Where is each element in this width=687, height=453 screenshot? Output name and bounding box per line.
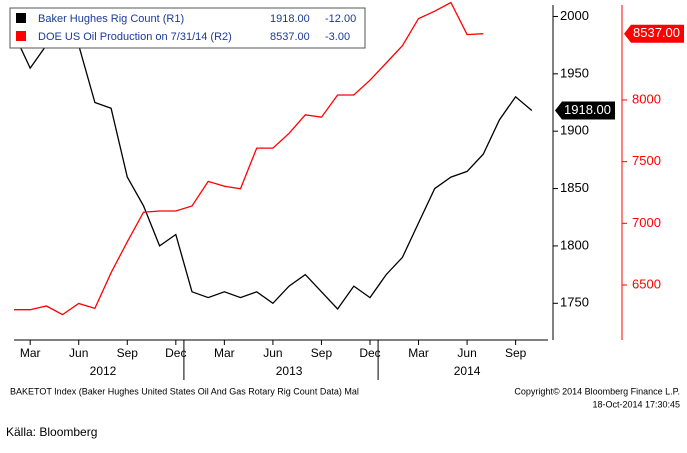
x-tick-label: Mar — [20, 346, 41, 360]
legend-change: -3.00 — [325, 31, 350, 43]
x-tick-label: Jun — [263, 346, 282, 360]
legend-last: 8537.00 — [270, 31, 310, 43]
x-tick-label: Mar — [214, 346, 235, 360]
y2-tick-label: 7000 — [632, 215, 661, 230]
x-tick-label: Jun — [457, 346, 476, 360]
year-label: 2013 — [276, 364, 303, 378]
legend-last: 1918.00 — [270, 13, 310, 25]
y2-tick-label: 7500 — [632, 153, 661, 168]
last-value-tag — [555, 101, 615, 120]
legend-label: DOE US Oil Production on 7/31/14 (R2) — [38, 31, 232, 43]
source: Källa: Bloomberg — [6, 425, 97, 439]
y-tick-label: 2000 — [560, 8, 589, 23]
plot — [13, 1, 533, 316]
y-tick-label: 1800 — [560, 237, 589, 252]
y-tick-label: 1750 — [560, 295, 589, 310]
footer-right: 18-Oct-2014 17:30:45 — [592, 399, 680, 409]
series-line — [13, 26, 533, 311]
y-tick-label: 1950 — [560, 65, 589, 80]
x-tick-label: Jun — [69, 346, 88, 360]
last-value-label: 8537.00 — [633, 25, 680, 40]
x-tick-label: Sep — [117, 346, 139, 360]
y2-tick-label: 6500 — [632, 276, 661, 291]
x-tick-label: Mar — [408, 346, 429, 360]
legend-swatch — [16, 13, 26, 23]
series-line — [14, 1, 484, 316]
x-tick-label: Dec — [165, 346, 186, 360]
year-label: 2014 — [454, 364, 481, 378]
x-tick-label: Sep — [311, 346, 333, 360]
x-tick-label: Sep — [505, 346, 527, 360]
y2-tick-label: 8000 — [632, 91, 661, 106]
footer-left: BAKETOT Index (Baker Hughes United State… — [10, 386, 359, 396]
x-tick-label: Dec — [359, 346, 380, 360]
y-tick-label: 1850 — [560, 180, 589, 195]
legend-swatch — [16, 31, 26, 41]
legend — [9, 7, 366, 49]
last-value-tag — [624, 24, 684, 43]
last-value-label: 1918.00 — [564, 102, 611, 117]
legend-label: Baker Hughes Rig Count (R1) — [38, 13, 184, 25]
legend-change: -12.00 — [325, 13, 356, 25]
footer-right: Copyright© 2014 Bloomberg Finance L.P. — [514, 386, 680, 396]
y-tick-label: 1900 — [560, 123, 589, 138]
year-label: 2012 — [90, 364, 117, 378]
